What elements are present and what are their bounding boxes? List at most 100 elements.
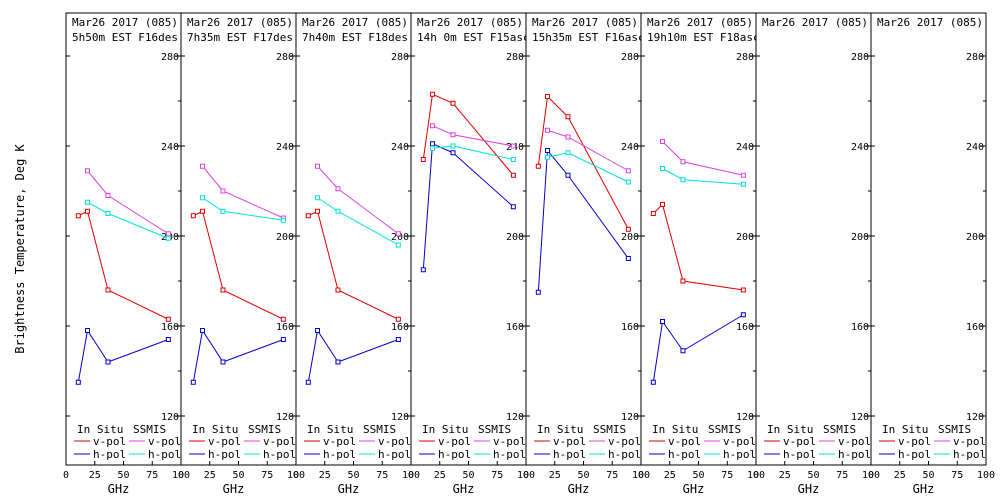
legend-ssmis-vpol-label: v-pol — [263, 435, 296, 448]
data-point-in-situ-v-pol — [75, 213, 81, 219]
data-point-ssmis-h-pol — [680, 177, 686, 183]
panel-subtitle: 5h50m EST F16des — [72, 31, 178, 44]
y-tick-label: 160 — [161, 322, 179, 333]
series-line-ssmis-v-pol — [432, 125, 514, 147]
data-point-ssmis-v-pol — [85, 168, 91, 174]
x-tick-label: 100 — [862, 470, 880, 481]
x-tick-label: 50 — [347, 470, 359, 481]
data-point-in-situ-v-pol — [565, 114, 571, 120]
legend-ssmis-vpol-label: v-pol — [838, 435, 871, 448]
data-point-ssmis-h-pol — [200, 195, 206, 201]
panel-title: Mar26 2017 (085) — [532, 16, 638, 29]
x-tick-label: 100 — [977, 470, 995, 481]
x-tick-label: 75 — [146, 470, 158, 481]
legend-ssmis-title: SSMIS — [248, 423, 281, 436]
x-tick-label: 25 — [894, 470, 906, 481]
series-line-ssmis-h-pol — [662, 168, 744, 185]
x-tick-label: 50 — [922, 470, 934, 481]
y-tick-label: 160 — [391, 322, 409, 333]
legend-ssmis-title: SSMIS — [938, 423, 971, 436]
data-point-ssmis-v-pol — [565, 134, 571, 140]
y-tick-label: 240 — [851, 142, 869, 153]
y-tick-label: 120 — [391, 412, 409, 423]
series-line-in-situ-v-pol — [78, 210, 169, 320]
x-tick-label: 100 — [632, 470, 650, 481]
x-tick-label: 25 — [204, 470, 216, 481]
data-point-ssmis-v-pol — [395, 231, 401, 237]
data-point-in-situ-v-pol — [220, 287, 226, 293]
series-line-in-situ-h-pol — [307, 329, 399, 383]
data-point-in-situ-h-pol — [430, 141, 436, 147]
x-tick-label: 0 — [868, 470, 874, 481]
data-point-in-situ-v-pol — [335, 287, 341, 293]
legend-insitu-vpol-label: v-pol — [208, 435, 241, 448]
legend-insitu-title: In Situ — [77, 423, 123, 436]
data-point-in-situ-h-pol — [545, 148, 551, 153]
panel-title: Mar26 2017 (085) — [72, 16, 178, 29]
y-tick-label: 240 — [621, 142, 639, 153]
panel-title: Mar26 2017 (085) — [187, 16, 293, 29]
series-line-ssmis-h-pol — [317, 197, 399, 246]
data-point-ssmis-h-pol — [660, 166, 666, 171]
panel-6: Mar26 2017 (085) 19h10m EST F18asc 120 160 2… — [638, 12, 765, 496]
x-tick-label: 0 — [523, 470, 529, 481]
data-point-ssmis-h-pol — [280, 217, 286, 223]
series-line-ssmis-h-pol — [202, 197, 284, 221]
panel-subtitle: 7h35m EST F17des — [187, 31, 293, 44]
data-point-ssmis-v-pol — [430, 123, 436, 129]
data-point-in-situ-v-pol — [545, 94, 551, 99]
legend-insitu-title: In Situ — [192, 423, 238, 436]
x-tick-label: 75 — [491, 470, 503, 481]
legend-insitu-hpol-label: h-pol — [93, 448, 126, 461]
panel-1: Mar26 2017 (085)5h50m EST F16des12016020… — [63, 12, 190, 496]
x-tick-label: 50 — [807, 470, 819, 481]
x-tick-label: 75 — [721, 470, 733, 481]
x-tick-label: 0 — [408, 470, 414, 481]
series-line-in-situ-h-pol — [537, 149, 629, 293]
legend-insitu-vpol-label: v-pol — [93, 435, 126, 448]
y-tick-label: 120 — [506, 412, 524, 423]
y-tick-label: 240 — [276, 142, 294, 153]
x-tick-label: 0 — [293, 470, 299, 481]
legend-insitu-hpol-label: h-pol — [668, 448, 701, 461]
series-line-in-situ-v-pol — [652, 203, 744, 291]
data-point-in-situ-h-pol — [660, 319, 666, 324]
y-tick-label: 240 — [966, 142, 984, 153]
data-point-ssmis-v-pol — [105, 193, 111, 198]
legend-ssmis-title: SSMIS — [133, 423, 166, 436]
legend-insitu-hpol-label: h-pol — [323, 448, 356, 461]
panel-title: Mar26 2017 (085) — [877, 16, 983, 29]
x-tick-label: 0 — [638, 470, 644, 481]
legend-insitu-hpol-label: h-pol — [783, 448, 816, 461]
y-tick-label: 280 — [966, 52, 984, 63]
y-tick-label: 160 — [736, 322, 754, 333]
series-line-ssmis-h-pol — [547, 152, 629, 183]
data-point-in-situ-h-pol — [85, 328, 91, 333]
data-point-in-situ-v-pol — [510, 172, 516, 178]
legend-ssmis-vpol-label: v-pol — [378, 435, 411, 448]
data-point-in-situ-v-pol — [395, 316, 401, 322]
series-line-in-situ-h-pol — [652, 314, 744, 383]
series-line-in-situ-v-pol — [537, 95, 629, 230]
series-line-in-situ-h-pol — [422, 143, 514, 270]
series-line-in-situ-v-pol — [308, 210, 399, 320]
legend-ssmis-vpol-label: v-pol — [953, 435, 986, 448]
y-tick-label: 120 — [966, 412, 984, 423]
data-point-ssmis-v-pol — [165, 231, 171, 237]
legend-ssmis-title: SSMIS — [593, 423, 626, 436]
x-axis-label: GHz — [568, 482, 590, 496]
data-point-ssmis-v-pol — [335, 186, 341, 192]
series-line-ssmis-v-pol — [317, 165, 399, 235]
y-tick-label: 120 — [851, 412, 869, 423]
data-point-in-situ-v-pol — [450, 100, 456, 106]
panel-title: Mar26 2017 (085) — [417, 16, 523, 29]
legend-ssmis-hpol-label: h-pol — [493, 448, 526, 461]
y-tick-label: 200 — [736, 232, 754, 243]
x-tick-label: 25 — [664, 470, 676, 481]
data-point-in-situ-h-pol — [75, 379, 81, 385]
panel-5: Mar26 2017 (085) 15h35m EST F16asc 120 160 2… — [523, 12, 650, 496]
x-tick-label: 100 — [287, 470, 305, 481]
data-point-in-situ-v-pol — [740, 287, 746, 293]
x-axis-label: GHz — [913, 482, 935, 496]
data-point-in-situ-v-pol — [305, 213, 311, 219]
